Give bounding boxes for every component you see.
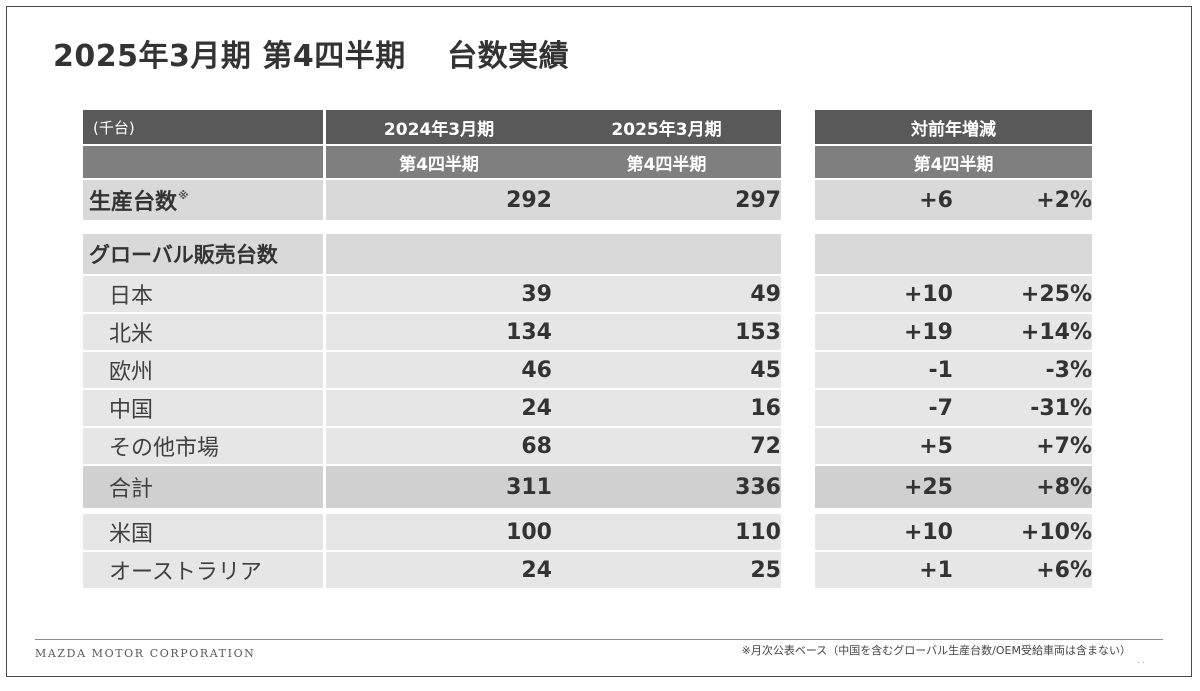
header-yoy: 対前年増減 [815, 110, 1092, 146]
header-q4-2025: 第4四半期 [552, 146, 781, 180]
table-row: +10 +25% [815, 276, 1092, 314]
table-row: -1 -3% [815, 352, 1092, 390]
total-2024: 311 [323, 466, 552, 508]
pct-value: -31% [953, 390, 1092, 428]
value-2025: 153 [552, 314, 781, 352]
diff-value: +1 [815, 552, 953, 590]
value-2024: 134 [323, 314, 552, 352]
diff-value: +19 [815, 314, 953, 352]
footer-divider [35, 639, 1163, 640]
pct-value: +7% [953, 428, 1092, 466]
value-2024: 68 [323, 428, 552, 466]
value-2024: 24 [323, 552, 552, 590]
value-2025: 72 [552, 428, 781, 466]
production-row: 生産台数※ 292 297 [83, 180, 781, 220]
production-pct: +2% [953, 180, 1092, 220]
production-yoy-row: +6 +2% [815, 180, 1092, 220]
header-row-1: (千台) 2024年3月期 2025年3月期 [83, 110, 781, 146]
production-label: 生産台数 [89, 190, 178, 215]
table-row: オーストラリア 24 25 [83, 552, 781, 590]
yoy-header-row-1: 対前年増減 [815, 110, 1092, 146]
global-sales-label: グローバル販売台数 [83, 234, 323, 276]
diff-value: -1 [815, 352, 953, 390]
row-label: 日本 [83, 276, 323, 314]
table-row: +10 +10% [815, 514, 1092, 552]
page-title: 2025年3月期 第4四半期 台数実績 [53, 39, 570, 74]
header-fy2024: 2024年3月期 [323, 110, 552, 146]
total-pct: +8% [953, 466, 1092, 508]
table-row: 欧州 46 45 [83, 352, 781, 390]
value-2024: 39 [323, 276, 552, 314]
diff-value: +5 [815, 428, 953, 466]
volume-table: (千台) 2024年3月期 2025年3月期 第4四半期 第4四半期 生産台数※… [83, 110, 781, 590]
table-row: 中国 24 16 [83, 390, 781, 428]
header-yoy-q4: 第4四半期 [815, 146, 1092, 180]
pct-value: +25% [953, 276, 1092, 314]
company-name: MAZDA MOTOR CORPORATION [35, 647, 256, 660]
table-row: 日本 39 49 [83, 276, 781, 314]
header-q4-2024: 第4四半期 [323, 146, 552, 180]
row-label: 米国 [83, 514, 323, 552]
row-label: オーストラリア [83, 552, 323, 590]
total-row: 合計 311 336 [83, 466, 781, 508]
footnote: ※月次公表ベース（中国を含むグローバル生産台数/OEM受給車両は含まない） [741, 644, 1131, 657]
footnote-mark: ※ [178, 189, 189, 202]
row-label: 欧州 [83, 352, 323, 390]
table-row: その他市場 68 72 [83, 428, 781, 466]
diff-value: -7 [815, 390, 953, 428]
production-2025: 297 [552, 180, 781, 220]
footer-dots: .. [1136, 655, 1147, 666]
diff-value: +10 [815, 514, 953, 552]
slide: 2025年3月期 第4四半期 台数実績 (千台) 2024年3月期 2025年3… [6, 6, 1192, 677]
unit-label: (千台) [83, 110, 323, 146]
total-label: 合計 [83, 466, 323, 508]
value-2025: 45 [552, 352, 781, 390]
value-2025: 49 [552, 276, 781, 314]
header-blank [83, 146, 323, 180]
value-2025: 110 [552, 514, 781, 552]
value-2025: 16 [552, 390, 781, 428]
pct-value: +14% [953, 314, 1092, 352]
header-row-2: 第4四半期 第4四半期 [83, 146, 781, 180]
header-fy2025: 2025年3月期 [552, 110, 781, 146]
table-row: 北米 134 153 [83, 314, 781, 352]
production-diff: +6 [815, 180, 953, 220]
total-yoy-row: +25 +8% [815, 466, 1092, 508]
value-2024: 100 [323, 514, 552, 552]
row-label: 中国 [83, 390, 323, 428]
table-row: -7 -31% [815, 390, 1092, 428]
pct-value: -3% [953, 352, 1092, 390]
row-label: 北米 [83, 314, 323, 352]
total-diff: +25 [815, 466, 953, 508]
table-row: +5 +7% [815, 428, 1092, 466]
pct-value: +10% [953, 514, 1092, 552]
global-sales-header-row: グローバル販売台数 [83, 234, 781, 276]
table-row: +1 +6% [815, 552, 1092, 590]
row-label: その他市場 [83, 428, 323, 466]
global-sales-yoy-header [815, 234, 1092, 276]
value-2024: 46 [323, 352, 552, 390]
diff-value: +10 [815, 276, 953, 314]
yoy-header-row-2: 第4四半期 [815, 146, 1092, 180]
yoy-table: 対前年増減 第4四半期 +6 +2% +10 +25% +19 +14% -1 … [815, 110, 1092, 590]
pct-value: +6% [953, 552, 1092, 590]
total-2025: 336 [552, 466, 781, 508]
value-2025: 25 [552, 552, 781, 590]
table-row: 米国 100 110 [83, 514, 781, 552]
table-row: +19 +14% [815, 314, 1092, 352]
production-2024: 292 [323, 180, 552, 220]
value-2024: 24 [323, 390, 552, 428]
